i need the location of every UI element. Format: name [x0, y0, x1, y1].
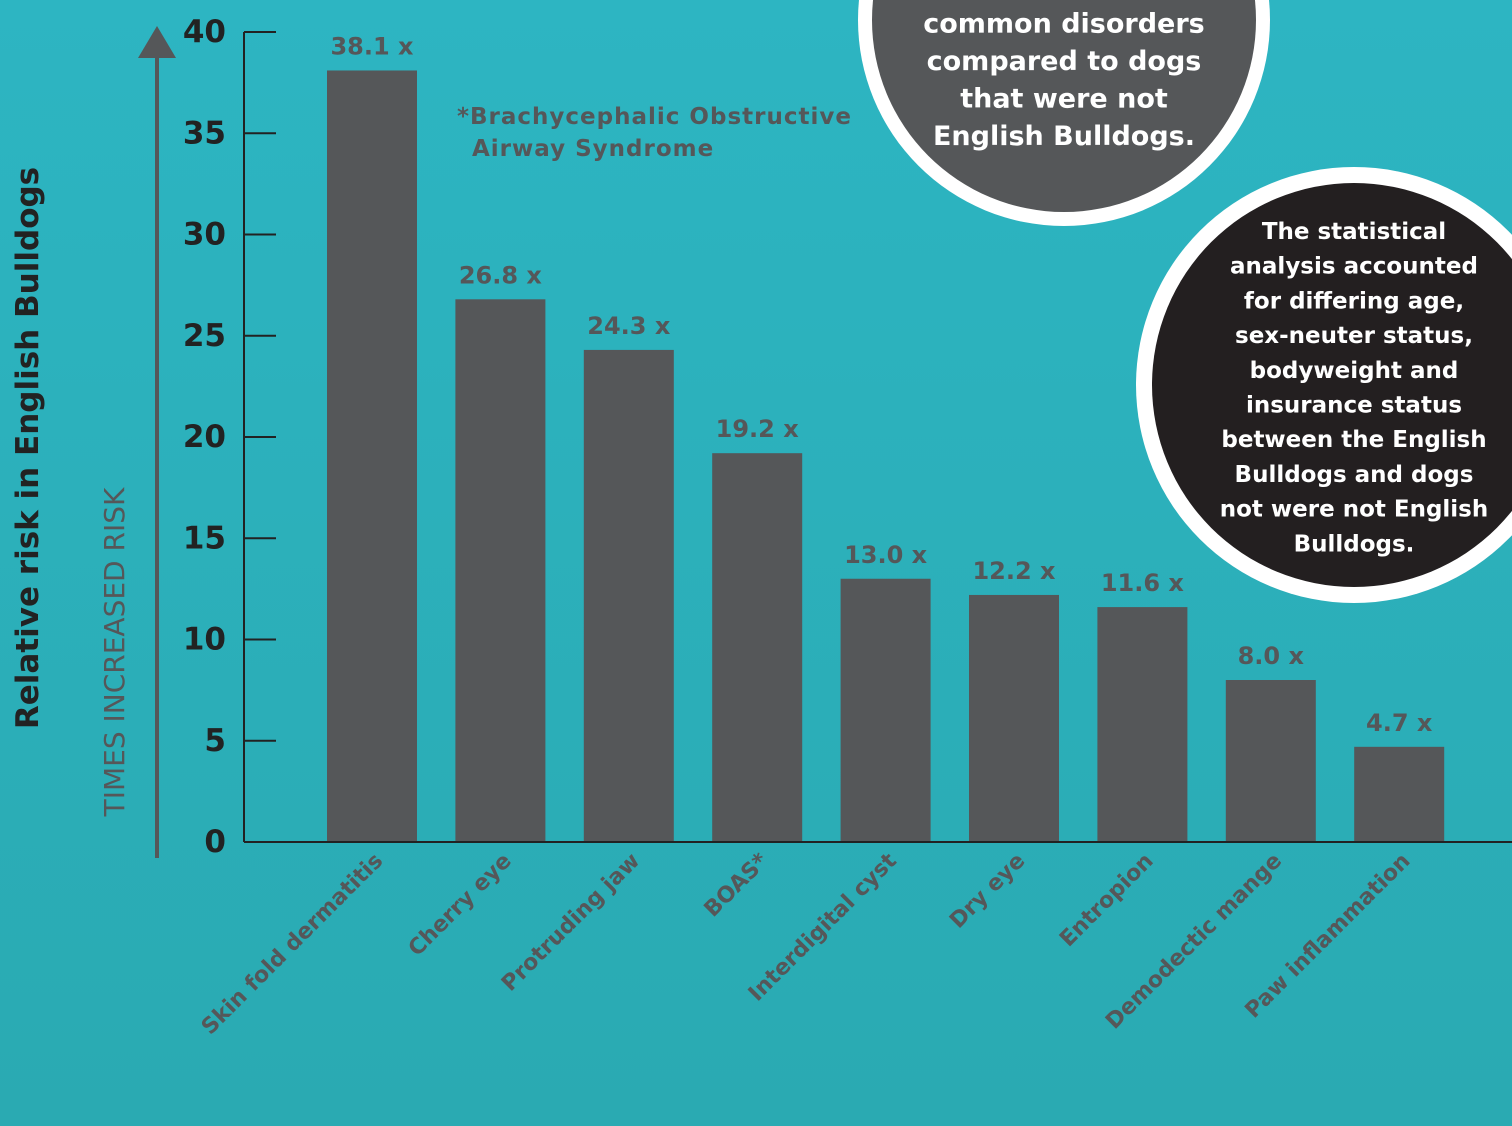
- bar: [1225, 680, 1316, 842]
- bubble-line: analysis accounted: [1230, 254, 1478, 280]
- bar-value-label: 4.7 x: [1366, 709, 1433, 737]
- bar: [583, 349, 674, 842]
- y-tick-label: 10: [183, 622, 226, 658]
- bar: [455, 299, 546, 842]
- y-tick-label: 15: [183, 520, 226, 556]
- y-axis-subtitle: TIMES INCREASED RISK: [98, 487, 131, 817]
- bars: [327, 70, 1445, 843]
- y-tick-label: 30: [183, 217, 226, 253]
- y-axis-title: Relative risk in English Bulldogs: [10, 167, 46, 729]
- info-bubble-right: The statistical analysis accounted for dif…: [1136, 167, 1512, 603]
- bar: [969, 594, 1059, 842]
- y-tick-label: 20: [183, 419, 226, 455]
- bubble-line: Bulldogs and dogs: [1235, 462, 1474, 488]
- bar: [327, 70, 417, 843]
- footnote: *Brachycephalic Obstructive Airway Syndr…: [457, 104, 861, 162]
- bubble-line: common disorders: [923, 9, 1205, 40]
- bubble-line: compared to dogs: [927, 46, 1202, 77]
- bar-value-labels: 38.1 x 26.8 x 24.3 x 19.2 x 13.0 x 12.2 x 11.6…: [330, 32, 1432, 736]
- bubble-line: insurance status: [1246, 393, 1462, 419]
- bar-value-label: 11.6 x: [1101, 569, 1185, 597]
- bar: [712, 453, 803, 842]
- y-tick-label: 35: [183, 115, 226, 151]
- bar: [1097, 607, 1188, 842]
- info-bubble-top-text: for 24/43 (55.8%) common disorders compare…: [923, 0, 1205, 152]
- category-labels: Skin fold dermatitis Cherry eyeProtruding…: [197, 848, 1415, 1040]
- info-bubble-right-text: The statistical analysis accounted for dif…: [1220, 219, 1489, 557]
- bar-value-label: 24.3 x: [587, 312, 671, 340]
- footnote-line-2: Airway Syndrome: [472, 136, 714, 162]
- info-bubble-top: for 24/43 (55.8%) common disorders compare…: [858, 0, 1270, 226]
- bubble-line: Bulldogs.: [1294, 531, 1415, 557]
- risk-arrow-head: [138, 26, 176, 58]
- category-label: Entropion: [1055, 849, 1158, 952]
- bubble-line: sex-neuter status,: [1235, 323, 1473, 349]
- category-label: Dry eye: [945, 849, 1030, 934]
- bar-value-label: 19.2 x: [716, 415, 800, 443]
- bubble-line: for differing age,: [1244, 288, 1464, 314]
- y-tick-label: 25: [183, 318, 226, 354]
- bubble-line: for 24/43 (55.8%): [931, 0, 1197, 2]
- bar: [1354, 746, 1445, 842]
- footnote-line-1: *Brachycephalic Obstructive: [457, 104, 852, 130]
- category-label: Cherry eye: [404, 849, 517, 962]
- bubble-line: not were not English: [1220, 497, 1489, 523]
- category-label: Skin fold dermatitis: [197, 849, 388, 1040]
- bubble-line: bodyweight and: [1250, 358, 1459, 384]
- y-tick-label: 40: [183, 14, 226, 50]
- bubble-line: that were not: [960, 84, 1168, 115]
- bar-value-label: 26.8 x: [459, 261, 543, 289]
- bubble-line: The statistical: [1262, 219, 1446, 245]
- bubble-line: between the English: [1221, 427, 1486, 453]
- y-tick-label: 0: [204, 824, 226, 860]
- bar-value-label: 12.2 x: [972, 557, 1056, 585]
- bar-value-label: 8.0 x: [1238, 642, 1305, 670]
- y-axis-ticks: 0 5 10 15 20 25 30 35 40: [183, 14, 276, 860]
- category-label: Protruding jaw: [497, 849, 645, 997]
- bar-value-label: 13.0 x: [844, 541, 928, 569]
- bar: [840, 578, 931, 842]
- bar-value-label: 38.1 x: [330, 32, 414, 60]
- bubble-line: English Bulldogs.: [933, 121, 1195, 152]
- category-label: BOAS*: [700, 848, 774, 922]
- y-tick-label: 5: [204, 723, 226, 759]
